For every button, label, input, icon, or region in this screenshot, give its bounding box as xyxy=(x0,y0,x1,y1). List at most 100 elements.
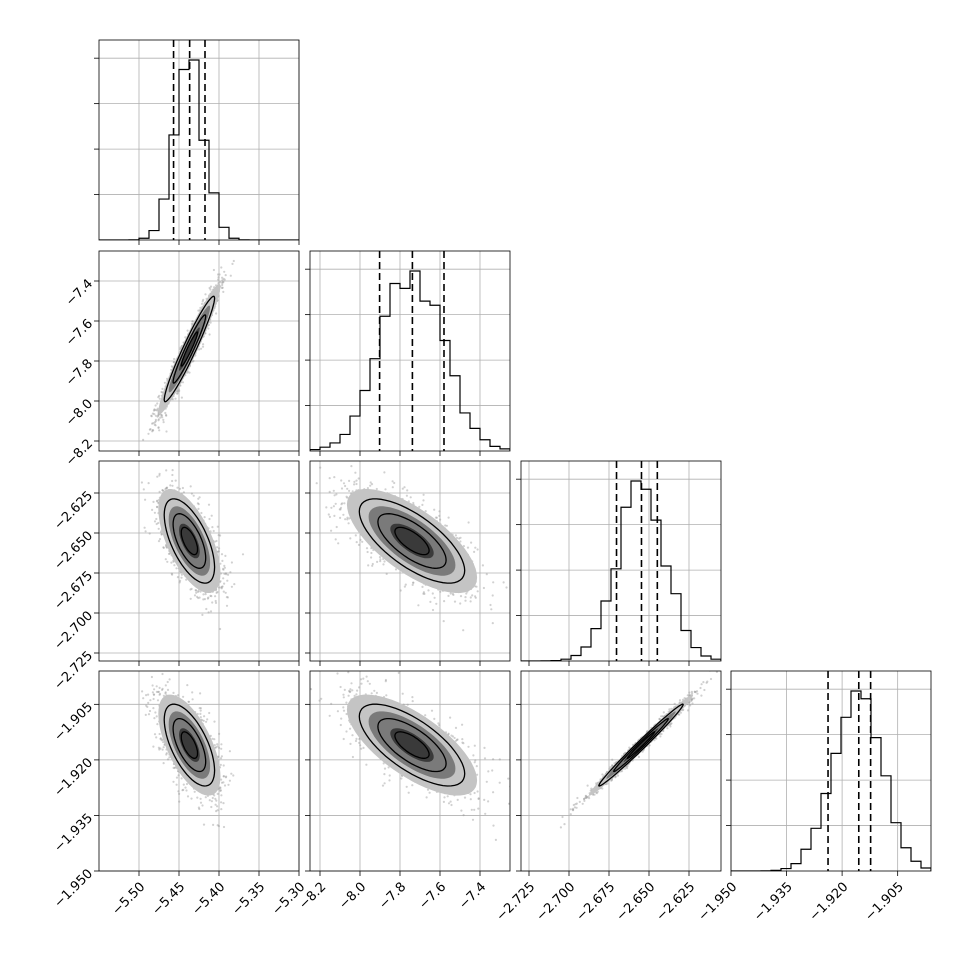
sample-point xyxy=(462,545,465,548)
sample-point xyxy=(222,825,226,829)
sample-point xyxy=(204,796,207,799)
sample-point xyxy=(218,586,221,589)
sample-point xyxy=(214,599,217,603)
sample-point xyxy=(170,572,173,575)
sample-point xyxy=(176,392,179,395)
sample-point xyxy=(342,513,345,516)
contour-line xyxy=(180,526,199,556)
sample-point xyxy=(150,675,153,679)
sample-point xyxy=(158,490,161,493)
sample-point xyxy=(149,428,152,431)
sample-point xyxy=(176,576,179,579)
sample-point xyxy=(366,550,369,554)
sample-point xyxy=(204,293,207,296)
sample-point xyxy=(439,590,442,593)
sample-point xyxy=(199,709,202,712)
histogram-panel-2 xyxy=(516,460,722,666)
sample-point xyxy=(464,599,467,602)
sample-point xyxy=(383,471,386,474)
sample-point xyxy=(343,502,346,505)
sample-point xyxy=(219,757,223,760)
sample-point xyxy=(344,518,347,521)
sample-point xyxy=(199,590,202,593)
sample-point xyxy=(333,514,336,518)
sample-point xyxy=(190,492,193,495)
contour-line xyxy=(358,498,466,584)
sample-point xyxy=(453,600,457,603)
sample-point xyxy=(385,572,388,576)
sample-point xyxy=(482,586,485,590)
sample-point xyxy=(142,438,145,441)
sample-point xyxy=(186,329,189,332)
sample-point xyxy=(188,371,191,374)
sample-point xyxy=(332,489,335,492)
sample-point xyxy=(212,823,215,827)
sample-point xyxy=(155,505,159,508)
contour-line xyxy=(377,513,447,569)
sample-point xyxy=(148,428,151,431)
sample-point xyxy=(199,306,202,309)
sample-point xyxy=(177,774,180,777)
sample-point xyxy=(227,573,230,576)
sample-point xyxy=(198,596,201,599)
sample-point xyxy=(156,499,159,502)
sample-point xyxy=(223,582,226,585)
sample-point xyxy=(481,564,484,567)
sample-point xyxy=(191,698,194,701)
sample-point xyxy=(218,547,221,550)
sample-point xyxy=(366,487,369,490)
scatter-panel-2-0 xyxy=(94,460,300,666)
sample-point xyxy=(198,496,201,499)
sample-point xyxy=(155,409,158,412)
sample-point xyxy=(191,320,194,323)
sample-point xyxy=(211,526,214,529)
sample-point xyxy=(171,573,174,576)
sample-point xyxy=(157,426,160,429)
sample-point xyxy=(202,593,205,596)
sample-point xyxy=(165,752,168,755)
sample-point xyxy=(165,545,168,549)
sample-point xyxy=(160,533,164,536)
sample-point xyxy=(241,553,245,556)
sample-point xyxy=(160,414,163,417)
sample-point xyxy=(433,596,436,599)
sample-point xyxy=(214,601,218,605)
sample-point xyxy=(409,496,412,499)
sample-point xyxy=(222,568,225,571)
sample-point xyxy=(177,388,180,391)
sample-point xyxy=(341,502,344,505)
sample-point xyxy=(328,515,331,519)
sample-point xyxy=(185,578,188,581)
sample-point xyxy=(328,477,331,480)
sample-point xyxy=(219,786,222,789)
sample-point xyxy=(476,548,479,551)
sample-point xyxy=(192,359,195,362)
sample-point xyxy=(217,534,220,537)
sample-point xyxy=(435,516,438,519)
sample-point xyxy=(466,546,470,549)
sample-point xyxy=(412,581,415,584)
sample-point xyxy=(152,745,155,748)
sample-point xyxy=(355,479,358,482)
sample-point xyxy=(181,381,185,384)
sample-point xyxy=(172,361,175,364)
sample-point xyxy=(157,521,160,525)
sample-point xyxy=(491,622,494,625)
sample-point xyxy=(223,270,226,273)
sample-point xyxy=(403,486,406,489)
sample-point xyxy=(160,414,163,417)
sample-point xyxy=(464,596,467,599)
sample-point xyxy=(213,794,216,797)
sample-point xyxy=(226,579,229,582)
sample-point xyxy=(350,465,353,468)
sample-point xyxy=(226,596,229,599)
sample-point xyxy=(217,278,220,281)
sample-point xyxy=(328,490,331,493)
sample-point xyxy=(459,595,463,598)
sample-point xyxy=(348,489,351,492)
sample-point xyxy=(435,602,438,605)
sample-point xyxy=(161,387,164,390)
sample-point xyxy=(207,611,210,614)
sample-point xyxy=(147,482,150,485)
sample-point xyxy=(220,553,224,556)
